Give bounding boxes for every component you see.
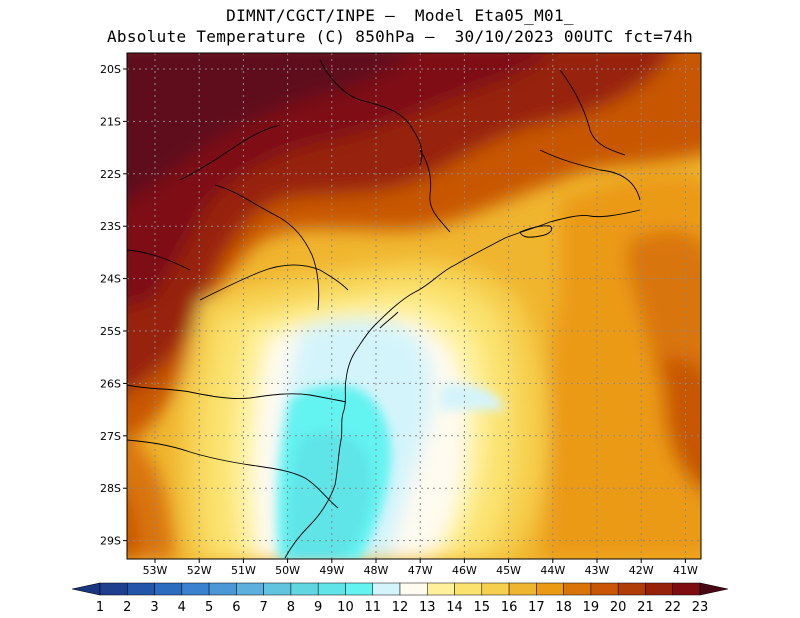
- lon-label: 44W: [540, 564, 565, 577]
- coastlines-and-borders: [127, 59, 641, 559]
- colorbar-label: 23: [692, 600, 709, 615]
- colorbar-swatch: [154, 582, 183, 596]
- colorbar-swatch: [181, 582, 210, 596]
- colorbar-swatch: [263, 582, 292, 596]
- lat-label: 20S: [100, 63, 121, 76]
- colorbar-label: 16: [501, 600, 518, 615]
- lat-label: 26S: [100, 377, 121, 390]
- colorbar-swatch: [617, 582, 646, 596]
- colorbar-label: 9: [314, 600, 322, 615]
- lon-label: 52W: [187, 564, 212, 577]
- colorbar-label: 22: [664, 600, 681, 615]
- colorbar-label: 18: [555, 600, 572, 615]
- lat-label: 27S: [100, 430, 121, 443]
- colorbar-swatch: [399, 582, 428, 596]
- colorbar: 1 2 3 4 5 6 7 8 9 10 11 12 13 14 15 16 17 18 19 20 21 22 23: [71, 582, 729, 615]
- colorbar-swatch: [454, 582, 483, 596]
- lon-label: 51W: [231, 564, 256, 577]
- colorbar-swatch: [481, 582, 510, 596]
- gridlines: [127, 53, 701, 559]
- colorbar-swatch: [208, 582, 237, 596]
- colorbar-label: 1: [96, 600, 104, 615]
- colorbar-swatch: [99, 582, 128, 596]
- lon-label: 46W: [452, 564, 477, 577]
- colorbar-swatch: [590, 582, 619, 596]
- lon-label: 48W: [364, 564, 389, 577]
- map-frame: [126, 52, 702, 560]
- colorbar-swatch: [563, 582, 592, 596]
- lon-label: 53W: [143, 564, 168, 577]
- colorbar-label: 7: [259, 600, 267, 615]
- colorbar-swatch: [127, 582, 155, 596]
- longitude-labels: 53W 52W 51W 50W 49W 48W 47W 46W 45W 44W 43W 42W 41W: [143, 559, 698, 577]
- lat-label: 29S: [100, 535, 121, 548]
- title-line-1: DIMNT/CGCT/INPE — Model Eta05_M01_: [226, 6, 574, 25]
- colorbar-swatch: [372, 582, 401, 596]
- colorbar-over-arrow: [699, 582, 729, 596]
- lat-label: 22S: [100, 168, 121, 181]
- colorbar-label: 11: [364, 600, 381, 615]
- colorbar-label: 3: [150, 600, 158, 615]
- lon-label: 50W: [275, 564, 300, 577]
- colorbar-label: 2: [123, 600, 131, 615]
- lon-label: 42W: [629, 564, 654, 577]
- lat-label: 24S: [100, 273, 121, 286]
- colorbar-label: 21: [637, 600, 654, 615]
- colorbar-label: 14: [446, 600, 463, 615]
- colorbar-label: 19: [583, 600, 600, 615]
- lat-label: 28S: [100, 482, 121, 495]
- lon-label: 45W: [496, 564, 521, 577]
- temperature-field: [127, 53, 701, 559]
- colorbar-swatch: [317, 582, 346, 596]
- colorbar-swatch: [427, 582, 455, 596]
- colorbar-label: 12: [392, 600, 409, 615]
- colorbar-swatch: [672, 582, 701, 596]
- lon-label: 41W: [673, 564, 698, 577]
- colorbar-label: 13: [419, 600, 436, 615]
- colorbar-label: 4: [178, 600, 186, 615]
- colorbar-swatch: [290, 582, 319, 596]
- colorbar-label: 17: [528, 600, 545, 615]
- lat-label: 21S: [100, 115, 121, 128]
- lon-label: 49W: [319, 564, 344, 577]
- colorbar-label: 8: [287, 600, 295, 615]
- latitude-labels: 20S 21S 22S 23S 24S 25S 26S 27S 28S 29S: [100, 63, 127, 548]
- colorbar-label: 15: [474, 600, 491, 615]
- lat-label: 23S: [100, 220, 121, 233]
- colorbar-swatch: [236, 582, 264, 596]
- colorbar-swatch: [536, 582, 564, 596]
- colorbar-label: 10: [337, 600, 354, 615]
- colorbar-swatch: [645, 582, 673, 596]
- title-line-2: Absolute Temperature (C) 850hPa — 30/10/…: [106, 27, 694, 46]
- lon-label: 47W: [408, 564, 433, 577]
- lat-label: 25S: [100, 325, 121, 338]
- colorbar-label: 6: [232, 600, 240, 615]
- colorbar-swatch: [345, 582, 373, 596]
- colorbar-swatch: [508, 582, 537, 596]
- colorbar-under-arrow: [71, 582, 101, 596]
- colorbar-label: 5: [205, 600, 213, 615]
- lon-label: 43W: [585, 564, 610, 577]
- colorbar-label: 20: [610, 600, 627, 615]
